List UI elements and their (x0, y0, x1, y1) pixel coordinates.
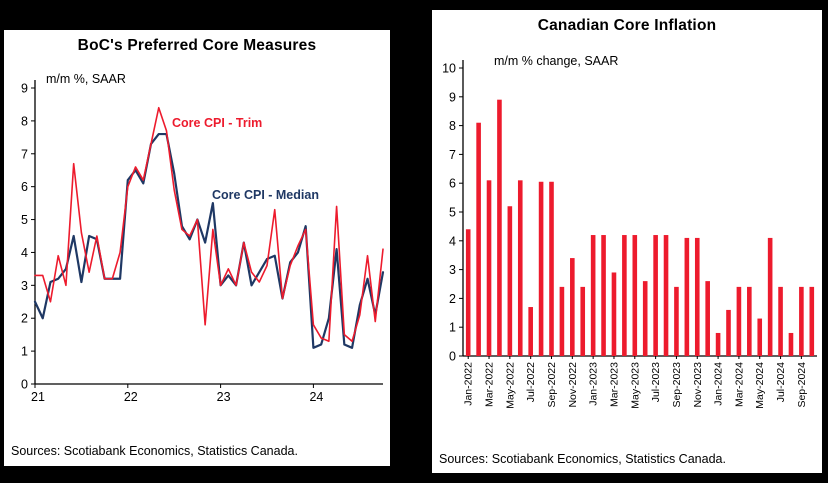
svg-text:9: 9 (21, 82, 28, 96)
svg-text:3: 3 (449, 263, 456, 277)
svg-text:Jan-2022: Jan-2022 (463, 362, 475, 406)
svg-text:Nov-2022: Nov-2022 (567, 362, 579, 408)
svg-text:Jul-2023: Jul-2023 (650, 362, 662, 402)
right-chart-panel: Canadian Core Inflation m/m % change, SA… (430, 8, 824, 475)
svg-text:5: 5 (449, 206, 456, 220)
right-chart-units-label: m/m % change, SAAR (494, 54, 619, 68)
svg-text:1: 1 (21, 345, 28, 359)
right-chart-title: Canadian Core Inflation (537, 17, 717, 34)
svg-text:3: 3 (21, 279, 28, 293)
svg-text:1: 1 (449, 321, 456, 335)
svg-text:0: 0 (449, 350, 456, 364)
left-chart-panel: BoC's Preferred Core Measures m/m %, SAA… (2, 28, 392, 468)
svg-text:10: 10 (442, 62, 456, 76)
median-series-label: Core CPI - Median (212, 188, 319, 202)
svg-text:6: 6 (449, 177, 456, 191)
svg-text:Jan-2024: Jan-2024 (713, 362, 725, 406)
bar-chart: 0 1 2 3 4 5 6 7 8 9 10 Jan-2022 Mar-2022 May-2022 Jul-… (442, 60, 817, 409)
svg-text:8: 8 (21, 114, 28, 128)
svg-text:5: 5 (21, 213, 28, 227)
svg-text:24: 24 (309, 390, 323, 404)
svg-text:May-2022: May-2022 (504, 362, 516, 409)
svg-text:0: 0 (21, 378, 28, 392)
svg-text:7: 7 (449, 148, 456, 162)
svg-text:Sep-2023: Sep-2023 (671, 362, 683, 408)
svg-text:6: 6 (21, 180, 28, 194)
svg-text:21: 21 (31, 390, 45, 404)
svg-text:Mar-2023: Mar-2023 (608, 362, 620, 407)
left-chart-units-label: m/m %, SAAR (46, 72, 126, 86)
svg-text:Jan-2023: Jan-2023 (588, 362, 600, 406)
svg-text:Sep-2024: Sep-2024 (796, 362, 808, 408)
svg-text:Jul-2022: Jul-2022 (525, 362, 537, 402)
left-sources-note: Sources: Scotiabank Economics, Statistic… (11, 444, 298, 459)
svg-text:Jul-2024: Jul-2024 (775, 362, 787, 402)
trim-series-label: Core CPI - Trim (172, 116, 263, 130)
svg-text:4: 4 (21, 246, 28, 260)
svg-text:23: 23 (217, 390, 231, 404)
right-sources-note: Sources: Scotiabank Economics, Statistic… (439, 452, 726, 467)
svg-text:9: 9 (449, 90, 456, 104)
svg-text:Mar-2024: Mar-2024 (733, 362, 745, 407)
svg-text:Sep-2022: Sep-2022 (546, 362, 558, 408)
svg-text:Nov-2023: Nov-2023 (692, 362, 704, 408)
svg-text:Mar-2022: Mar-2022 (484, 362, 496, 407)
svg-text:2: 2 (449, 292, 456, 306)
svg-text:2: 2 (21, 312, 28, 326)
svg-text:7: 7 (21, 147, 28, 161)
svg-text:22: 22 (124, 390, 138, 404)
left-chart-title: BoC's Preferred Core Measures (77, 37, 317, 54)
svg-text:May-2024: May-2024 (754, 362, 766, 409)
svg-text:May-2023: May-2023 (629, 362, 641, 409)
svg-text:4: 4 (449, 234, 456, 248)
svg-text:8: 8 (449, 119, 456, 133)
